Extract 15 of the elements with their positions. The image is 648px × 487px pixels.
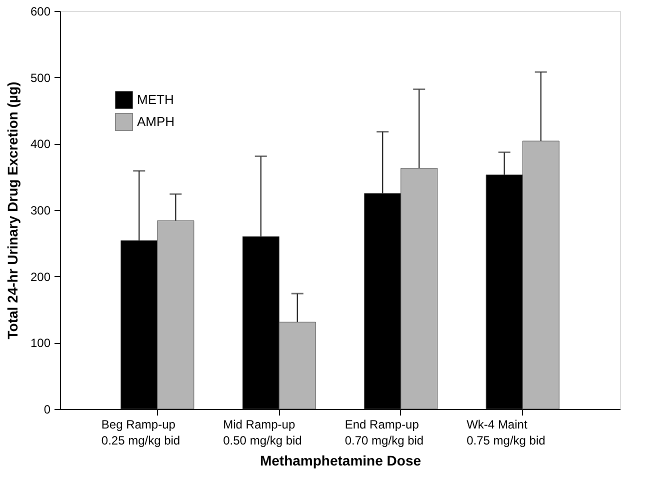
x-tick-label: Wk-4 Maint 0.75 mg/kg bid [466, 418, 546, 448]
y-tick-label: 300 [30, 204, 51, 218]
y-tick-label: 600 [30, 4, 51, 18]
y-tick-label: 400 [30, 137, 51, 152]
legend-label: METH [137, 92, 174, 107]
x-tick-label: Beg Ramp-up 0.25 mg/kg bid [101, 418, 180, 448]
x-tick-label: End Ramp-up 0.70 mg/kg bid [344, 418, 424, 448]
y-tick-label: 0 [44, 402, 51, 416]
y-tick-label: 500 [30, 70, 51, 85]
x-axis-title: Methamphetamine Dose [260, 452, 422, 468]
y-tick-label: 100 [30, 336, 51, 350]
y-axis-title: Total 24-hr Urinary Drug Excretion (µg) [4, 82, 20, 340]
x-tick-label: Mid Ramp-up 0.50 mg/kg bid [223, 418, 302, 448]
legend-label: AMPH [137, 114, 175, 129]
y-tick-label: 200 [30, 270, 51, 284]
